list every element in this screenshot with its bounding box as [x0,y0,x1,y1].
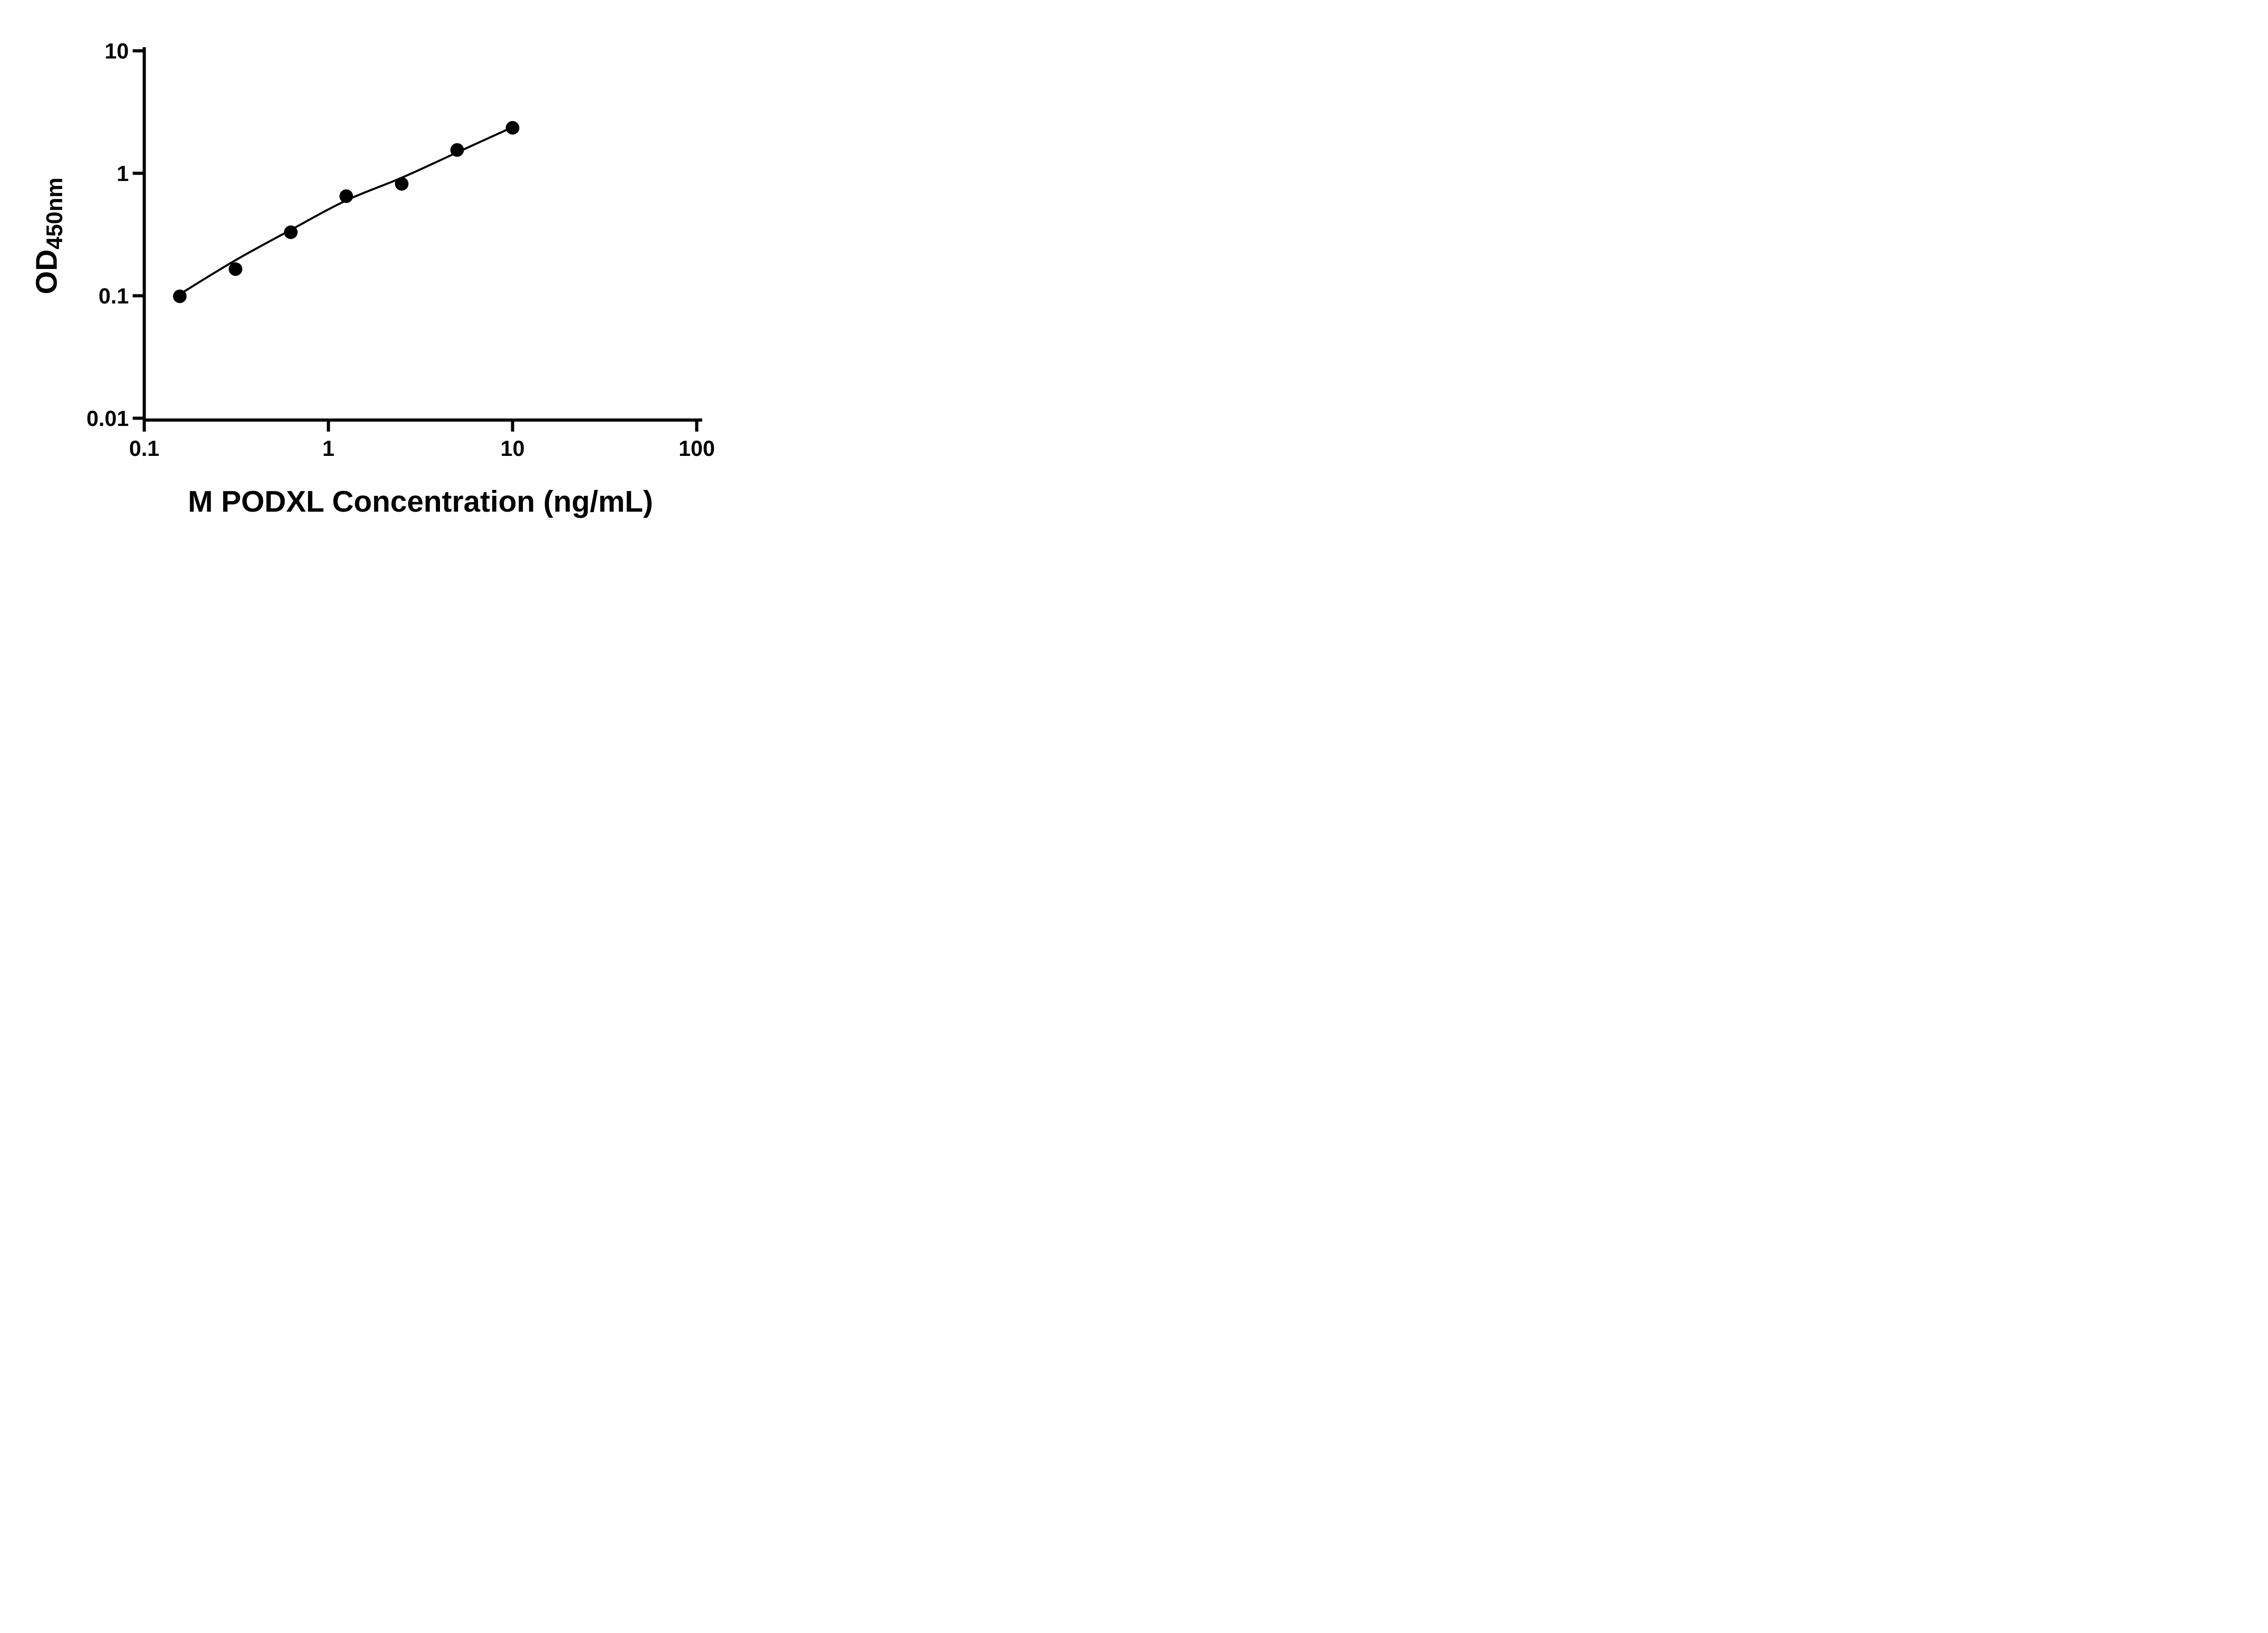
y-axis-title-subscript: 450nm [42,177,67,249]
chart-page: 0.1 1 10 100 0.01 0.1 1 10 M PODXL Concentratio… [0,0,770,544]
x-tick-label: 0.1 [129,437,160,461]
y-axis-title-main: OD [29,249,63,294]
data-point [173,289,187,303]
x-axis-title: M PODXL Concentration (ng/mL) [188,484,653,518]
y-tick-label: 1 [117,162,129,186]
plot-layer [173,121,519,303]
data-point [229,262,243,276]
data-point [284,225,298,239]
y-tick-label: 0.1 [98,284,129,308]
y-tick-label: 0.01 [87,407,129,431]
x-tick-label: 1 [323,437,335,461]
data-point [506,121,519,135]
x-tick-label: 10 [500,437,524,461]
data-point [450,143,464,157]
x-tick-label: 100 [679,437,715,461]
y-tick-label: 10 [105,39,129,64]
data-point [395,177,409,191]
y-axis-title: OD450nm [29,177,67,294]
data-point [339,189,353,203]
